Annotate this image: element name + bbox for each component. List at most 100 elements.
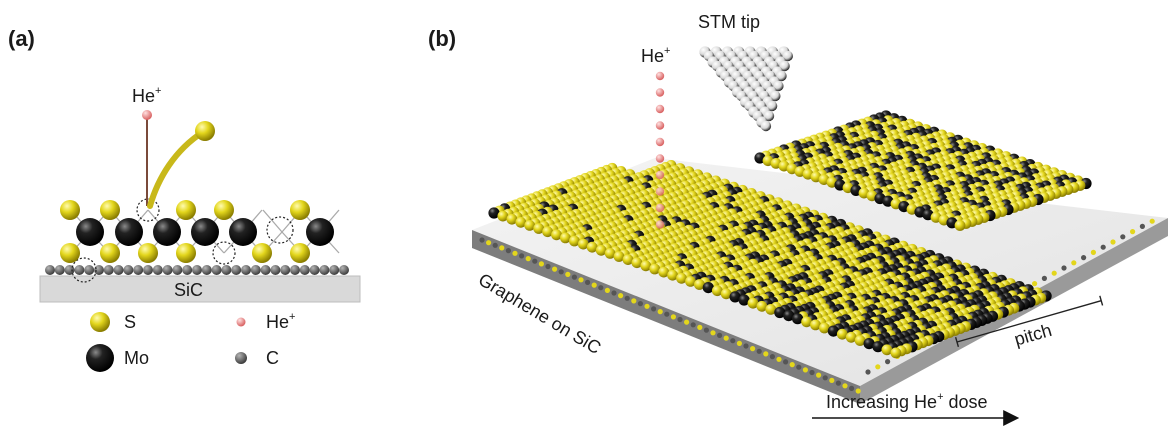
carbon-atom — [192, 265, 202, 275]
sulfur-vacancy — [136, 198, 160, 222]
surface-atom — [519, 253, 525, 259]
tip-atom — [779, 60, 790, 72]
tip-atom — [776, 70, 787, 82]
molybdenum-atom — [153, 218, 181, 246]
sulfur-atom — [176, 243, 196, 263]
carbon-atom — [339, 265, 349, 275]
carbon-atom — [250, 265, 261, 275]
dose-label: Increasing He+ dose — [826, 391, 988, 412]
sulfur-atom — [711, 285, 723, 297]
sulfur-atom — [667, 269, 678, 281]
sulfur-atom — [854, 335, 866, 346]
surface-atom — [697, 324, 703, 330]
surface-atom — [1120, 234, 1126, 240]
sulfur-atom — [214, 200, 234, 220]
surface-atom — [684, 319, 690, 325]
sulfur-atom — [176, 200, 196, 220]
molybdenum-atom — [827, 325, 840, 337]
bond — [262, 209, 283, 233]
sulfur-atom — [685, 276, 696, 287]
carbon-atom — [290, 265, 300, 275]
sulfur-atom — [524, 220, 536, 231]
surface-atom — [677, 316, 683, 323]
carbon-atom — [211, 265, 222, 275]
graphene-layer — [45, 257, 349, 283]
carbon-atom — [270, 265, 281, 275]
surface-atom — [525, 256, 531, 262]
surface-atom — [552, 266, 558, 272]
helium-ion — [142, 110, 152, 120]
sulfur-atom — [542, 226, 553, 238]
surface-atom — [710, 330, 716, 336]
sulfur-atom — [801, 316, 812, 328]
helium-ion — [655, 170, 665, 180]
surface-atom — [657, 309, 663, 315]
surface-atom — [651, 306, 657, 312]
carbon-atom — [299, 265, 310, 275]
sic-label: SiC — [174, 280, 203, 300]
mos2-flake — [488, 110, 1092, 359]
sulfur-atom — [881, 344, 893, 356]
surface-atom — [1100, 244, 1106, 250]
helium-ion — [655, 121, 665, 130]
molybdenum-atom — [76, 218, 104, 246]
surface-atom — [591, 282, 597, 288]
surface-atom — [604, 287, 611, 293]
carbon-atom — [231, 265, 242, 275]
surface-atom — [842, 383, 848, 389]
surface-atom — [855, 388, 861, 394]
molybdenum-atom — [738, 294, 750, 306]
surface-atom — [756, 348, 762, 354]
surface-atom — [703, 327, 710, 333]
tip-atom — [766, 100, 778, 112]
surface-atom — [789, 362, 795, 368]
tip-atom — [760, 120, 772, 132]
sulfur-atom — [506, 213, 518, 225]
sulfur-vacancy — [212, 241, 236, 265]
carbon-atom — [201, 265, 212, 275]
surface-atom — [486, 240, 492, 246]
surface-atom — [637, 301, 644, 307]
beam-ion-label: He+ — [641, 45, 670, 66]
legend-sulfur-icon — [90, 312, 110, 332]
carbon-atom — [319, 265, 330, 275]
panel-a: (a) SiC He+ S He+ Mo C — [8, 26, 361, 372]
carbon-atom — [133, 265, 144, 275]
sulfur-atom — [60, 200, 80, 220]
surface-atom — [618, 293, 624, 299]
surface-atom — [631, 298, 637, 304]
molybdenum-atom — [191, 218, 219, 246]
molybdenum-atom — [229, 218, 257, 246]
surface-atom — [723, 335, 729, 341]
sulfur-atom — [810, 319, 821, 331]
sulfur-atom — [676, 272, 687, 284]
surface-atom — [571, 274, 578, 280]
helium-ion — [655, 71, 665, 81]
surface-atom — [802, 367, 809, 373]
surface-atom — [1139, 223, 1145, 229]
legend-molybdenum-icon — [86, 344, 114, 372]
sulfur-atom — [577, 238, 589, 250]
stm-tip — [699, 46, 793, 132]
carbon-atom — [309, 265, 320, 275]
molybdenum-atom — [872, 341, 884, 353]
legend-carbon-label: C — [266, 348, 279, 368]
sulfur-atom — [290, 243, 310, 263]
sulfur-atom — [252, 243, 272, 263]
surface-atom — [505, 248, 511, 254]
carbon-atom — [103, 265, 114, 275]
surface-atom — [1041, 275, 1047, 281]
molybdenum-atom — [774, 306, 786, 319]
surface-atom — [578, 277, 584, 283]
sulfur-atom — [756, 300, 768, 312]
sulfur-atom — [138, 243, 158, 263]
surface-atom — [492, 242, 498, 248]
panel-b-label: (b) — [428, 26, 456, 51]
sputtered-sulfur-atom — [195, 121, 215, 141]
sulfur-atom — [604, 248, 616, 259]
surface-atom — [479, 237, 485, 243]
sulfur-atom — [60, 243, 80, 263]
molybdenum-atom — [729, 291, 741, 303]
surface-atom — [796, 364, 802, 370]
